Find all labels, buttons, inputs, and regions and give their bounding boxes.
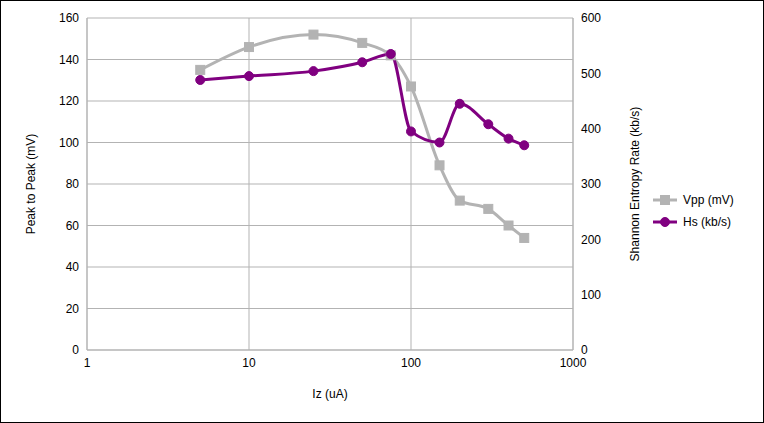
svg-text:40: 40 [66, 260, 80, 274]
svg-text:100: 100 [59, 136, 79, 150]
svg-text:160: 160 [59, 11, 79, 25]
svg-text:20: 20 [66, 302, 80, 316]
svg-text:200: 200 [581, 233, 601, 247]
svg-text:0: 0 [72, 343, 79, 357]
svg-text:60: 60 [66, 219, 80, 233]
html-text:Hs (kb/s): Hs (kb/s) [683, 215, 731, 229]
svg-text:100: 100 [581, 288, 601, 302]
svg-text:400: 400 [581, 122, 601, 136]
svg-text:1: 1 [84, 356, 91, 370]
svg-text:Peak to Peak (mV): Peak to Peak (mV) [24, 134, 38, 235]
svg-text:120: 120 [59, 94, 79, 108]
svg-text:Iz (uA): Iz (uA) [312, 387, 347, 401]
html-text:Vpp (mV): Vpp (mV) [683, 193, 734, 207]
svg-text:0: 0 [581, 343, 588, 357]
svg-text:10: 10 [242, 356, 256, 370]
svg-text:300: 300 [581, 177, 601, 191]
svg-text:1000: 1000 [560, 356, 587, 370]
svg-text:Shannon Entropy Rate (kb/s): Shannon Entropy Rate (kb/s) [628, 107, 642, 262]
svg-text:140: 140 [59, 53, 79, 67]
svg-text:500: 500 [581, 67, 601, 81]
svg-text:600: 600 [581, 11, 601, 25]
svg-text:100: 100 [401, 356, 421, 370]
svg-text:80: 80 [66, 177, 80, 191]
